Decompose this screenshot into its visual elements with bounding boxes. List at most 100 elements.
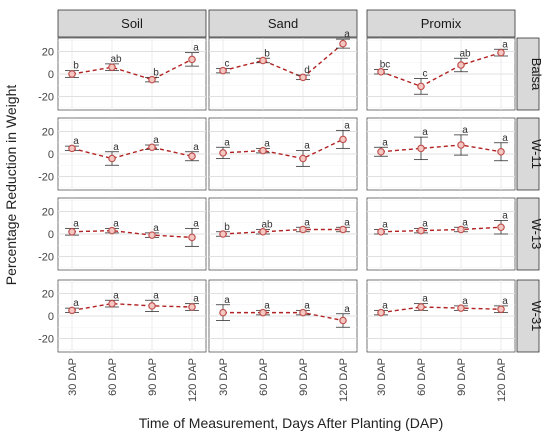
significance-letter: a xyxy=(502,39,508,50)
facet-label-w-11: W-11 xyxy=(529,139,544,169)
significance-letter: a xyxy=(502,296,508,307)
data-point xyxy=(457,304,465,312)
y-tick-label: 0 xyxy=(48,311,54,323)
facet-label-sand: Sand xyxy=(268,16,298,31)
x-tick-label: 30 DAP xyxy=(218,358,230,396)
facet-strip-w-13 xyxy=(516,197,540,271)
data-point xyxy=(219,66,227,75)
significance-letter: c xyxy=(225,58,230,69)
significance-letter: a xyxy=(193,294,199,305)
panel-w-31-soil: aa a a xyxy=(57,279,207,353)
x-tick-label: 90 DAP xyxy=(147,358,159,396)
significance-letter: a xyxy=(113,142,119,153)
significance-letter: a xyxy=(264,300,270,311)
x-tick-label: 30 DAP xyxy=(67,358,79,396)
data-point xyxy=(417,144,425,153)
data-point xyxy=(108,299,116,308)
significance-letter: b xyxy=(153,67,159,78)
series-line xyxy=(380,306,502,314)
significance-letter: a xyxy=(193,142,199,153)
data-point xyxy=(377,67,385,76)
data-point xyxy=(188,233,196,242)
panel-w-31-promix: aa a a xyxy=(366,279,516,353)
significance-letter: a xyxy=(422,218,428,229)
significance-letter: a xyxy=(304,300,310,311)
significance-letter: a xyxy=(462,296,468,307)
facet-strip-w-11 xyxy=(516,117,540,191)
significance-letter: a xyxy=(502,211,508,222)
significance-letter: a xyxy=(224,137,230,148)
series-line xyxy=(380,226,502,233)
significance-letter: a xyxy=(422,294,428,305)
significance-letter: a xyxy=(113,218,119,229)
y-tick-label: 20 xyxy=(42,127,54,139)
data-point xyxy=(299,73,307,82)
data-point xyxy=(417,82,425,91)
data-point xyxy=(68,70,76,78)
y-tick-label: -20 xyxy=(38,334,54,346)
significance-letter: b xyxy=(224,222,230,233)
data-point xyxy=(299,154,307,163)
data-point xyxy=(299,308,307,317)
data-point xyxy=(259,308,267,317)
panel-w-11-promix: a a a a xyxy=(366,117,516,191)
data-point xyxy=(339,39,347,48)
data-point xyxy=(377,147,385,156)
significance-letter: c xyxy=(423,69,428,80)
significance-letter: a xyxy=(422,127,428,138)
data-point xyxy=(339,225,347,234)
y-axis-label: Percentage Reduction in Weight xyxy=(3,85,19,286)
x-tick-label: 90 DAP xyxy=(456,358,468,396)
y-tick-label: -20 xyxy=(38,172,54,184)
x-tick-label: 120 DAP xyxy=(187,358,199,402)
data-point xyxy=(148,143,156,152)
data-point xyxy=(259,146,267,155)
series-line xyxy=(223,311,344,322)
data-point xyxy=(339,316,347,325)
y-tick-label: 20 xyxy=(42,207,54,219)
facet-strip-soil xyxy=(57,9,207,38)
significance-letter: ab xyxy=(261,220,273,231)
panel-w-13-sand: b ab a a xyxy=(208,197,358,271)
significance-letter: a xyxy=(382,300,388,311)
x-tick-label: 60 DAP xyxy=(258,358,270,396)
significance-letter: a xyxy=(224,295,230,306)
data-point xyxy=(457,141,465,149)
data-point xyxy=(219,149,227,157)
significance-letter: a xyxy=(502,133,508,144)
data-point xyxy=(417,303,425,311)
series-line xyxy=(380,144,502,153)
y-tick-label: 20 xyxy=(42,47,54,59)
facet-strip-promix xyxy=(366,9,516,38)
data-point xyxy=(108,63,116,72)
y-tick-label: 0 xyxy=(48,229,54,241)
facet-strip-sand xyxy=(208,9,358,38)
facet-label-soil: Soil xyxy=(121,16,143,31)
significance-letter: b xyxy=(73,61,79,72)
data-point xyxy=(497,305,505,314)
x-tick-label: 120 DAP xyxy=(338,358,350,402)
data-point xyxy=(188,152,196,161)
data-point xyxy=(108,226,116,235)
significance-letter: a xyxy=(113,290,119,301)
y-tick-label: 0 xyxy=(48,69,54,81)
data-point xyxy=(148,75,156,84)
x-tick-label: 90 DAP xyxy=(298,358,310,396)
data-point xyxy=(148,231,156,239)
significance-letter: a xyxy=(304,141,310,152)
significance-letter: a xyxy=(344,217,350,228)
significance-letter: a xyxy=(382,220,388,231)
y-tick-label: 20 xyxy=(42,289,54,301)
significance-letter: a xyxy=(73,136,79,147)
significance-letter: a xyxy=(304,217,310,228)
series-line xyxy=(71,229,193,239)
significance-letter: a xyxy=(462,125,468,136)
significance-letter: a xyxy=(382,137,388,148)
y-tick-label: -20 xyxy=(38,92,54,104)
series-line xyxy=(71,302,193,312)
data-point xyxy=(497,147,505,156)
data-point xyxy=(259,56,267,65)
data-point xyxy=(259,227,267,236)
